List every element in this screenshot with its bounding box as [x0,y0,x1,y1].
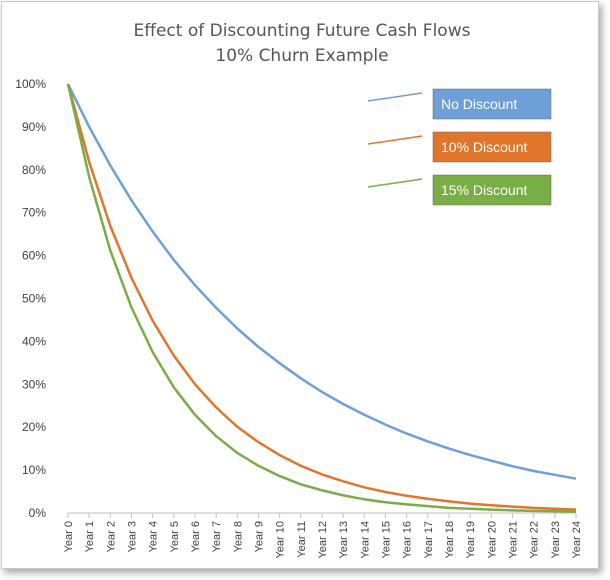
series-line-no-discount [66,83,577,480]
x-tick-label: Year 22 [529,521,541,559]
x-tick-label: Year 3 [127,521,139,552]
x-tick-label: Year 8 [232,521,244,552]
y-tick-label: 70% [22,206,46,220]
x-tick-label: Year 17 [423,521,435,559]
x-tick-label: Year 19 [465,521,477,559]
legend-swatch-10-discount [367,135,423,145]
legend-box-no-discount [432,88,552,120]
x-tick-label: Year 1 [84,521,96,552]
y-tick-label: 60% [22,249,46,263]
legend-swatch-15-discount [367,178,423,188]
legend-label-no-discount: No Discount [441,96,517,112]
y-tick-label: 10% [22,463,46,477]
x-tick-label: Year 9 [254,521,266,552]
x-tick-label: Year 11 [296,521,308,558]
x-tick-label: Year 13 [338,521,350,559]
y-tick-label: 90% [22,120,46,134]
y-tick-label: 0% [29,506,47,520]
y-tick-label: 100% [15,77,46,91]
series-line-10-discount [66,83,577,511]
legend-swatch-no-discount [367,92,423,102]
x-tick-label: Year 20 [486,521,498,559]
x-tick-label: Year 0 [63,521,75,552]
chart-subtitle: 10% Churn Example [215,46,388,66]
y-tick-label: 80% [22,163,46,177]
legend-label-10-discount: 10% Discount [441,139,527,155]
series-lines [66,83,577,513]
x-tick-label: Year 14 [359,521,371,559]
x-tick-label: Year 5 [169,521,181,552]
y-tick-label: 50% [22,292,46,306]
x-tick-label: Year 24 [571,521,583,559]
series-line-15-discount [66,83,577,513]
x-tick-label: Year 2 [105,521,117,552]
y-tick-label: 30% [22,377,46,391]
legend-box-10-discount [432,131,552,163]
x-tick-label: Year 7 [211,521,223,552]
legend-box-15-discount [432,174,552,206]
x-tick-label: Year 12 [317,521,329,559]
chart-title: Effect of Discounting Future Cash Flows [134,21,471,41]
x-tick-label: Year 16 [402,521,414,559]
x-tick-label: Year 4 [148,521,160,552]
legend: No Discount 10% Discount 15% Discount [367,88,552,206]
x-tick-label: Year 21 [508,521,520,559]
x-tick-label: Year 18 [444,521,456,559]
x-tick-label: Year 10 [275,521,287,559]
y-tick-label: 20% [22,420,46,434]
x-tick-label: Year 15 [381,521,393,559]
axes: 0% 10% 20% 30% 40% 50% 60% 70% 80% 90% 100% Year 0 Y… [15,77,583,559]
legend-label-15-discount: 15% Discount [441,182,527,198]
x-tick-label: Year 6 [190,521,202,552]
y-tick-label: 40% [22,334,46,348]
x-tick-label: Year 23 [550,521,562,559]
